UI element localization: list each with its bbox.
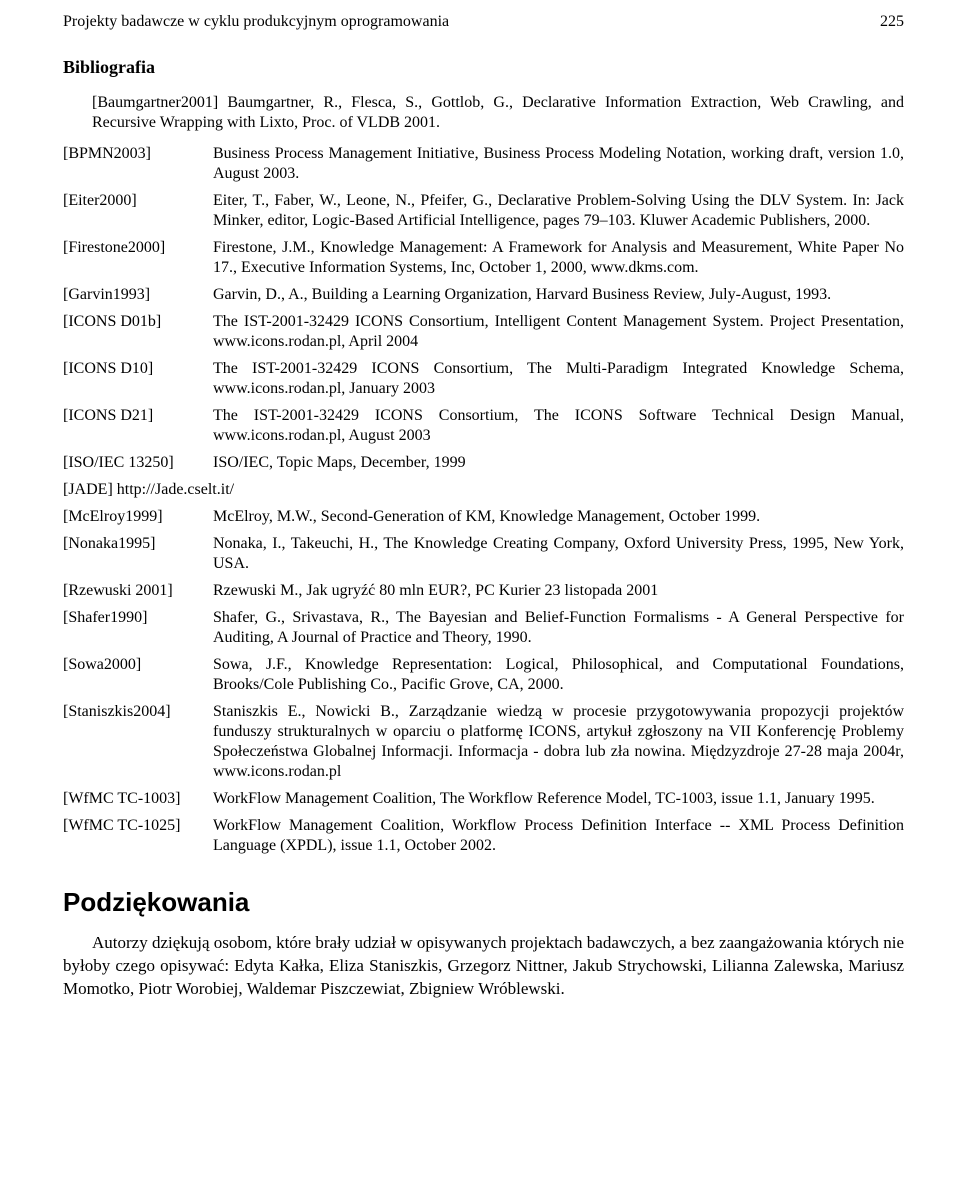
bib-key: [ISO/IEC 13250] (63, 450, 213, 477)
bib-first-ref: [Baumgartner2001] Baumgartner, R., Flesc… (92, 93, 904, 133)
bib-row: [WfMC TC-1025] WorkFlow Management Coali… (63, 813, 904, 860)
bibliography-table: [BPMN2003] Business Process Management I… (63, 141, 904, 860)
bib-text: ISO/IEC, Topic Maps, December, 1999 (213, 450, 904, 477)
bib-text: Sowa, J.F., Knowledge Representation: Lo… (213, 652, 904, 699)
bib-row: [ICONS D21] The IST-2001-32429 ICONS Con… (63, 403, 904, 450)
bib-text: WorkFlow Management Coalition, Workflow … (213, 813, 904, 860)
bib-key: [Firestone2000] (63, 235, 213, 282)
bib-key: [ICONS D21] (63, 403, 213, 450)
bib-text: Eiter, T., Faber, W., Leone, N., Pfeifer… (213, 188, 904, 235)
bib-text: WorkFlow Management Coalition, The Workf… (213, 786, 904, 813)
bib-row: [Eiter2000] Eiter, T., Faber, W., Leone,… (63, 188, 904, 235)
running-head-title: Projekty badawcze w cyklu produkcyjnym o… (63, 12, 449, 32)
bib-row: [McElroy1999] McElroy, M.W., Second-Gene… (63, 504, 904, 531)
bib-text: Firestone, J.M., Knowledge Management: A… (213, 235, 904, 282)
bib-text: The IST-2001-32429 ICONS Consortium, The… (213, 356, 904, 403)
bib-text: The IST-2001-32429 ICONS Consortium, Int… (213, 309, 904, 356)
bib-row: [ICONS D01b] The IST-2001-32429 ICONS Co… (63, 309, 904, 356)
bib-row: [Nonaka1995] Nonaka, I., Takeuchi, H., T… (63, 531, 904, 578)
bib-text: McElroy, M.W., Second-Generation of KM, … (213, 504, 904, 531)
bib-row: [JADE] http://Jade.cselt.it/ (63, 477, 904, 504)
ack-body: Autorzy dziękują osobom, które brały udz… (63, 932, 904, 1001)
bib-key: [Nonaka1995] (63, 531, 213, 578)
bib-key: [ICONS D10] (63, 356, 213, 403)
bib-text: Shafer, G., Srivastava, R., The Bayesian… (213, 605, 904, 652)
bib-row: [BPMN2003] Business Process Management I… (63, 141, 904, 188)
bib-text: Staniszkis E., Nowicki B., Zarządzanie w… (213, 699, 904, 786)
bib-text: Business Process Management Initiative, … (213, 141, 904, 188)
bib-row: [Sowa2000] Sowa, J.F., Knowledge Represe… (63, 652, 904, 699)
page: Projekty badawcze w cyklu produkcyjnym o… (0, 0, 960, 1194)
bib-text: The IST-2001-32429 ICONS Consortium, The… (213, 403, 904, 450)
running-head: Projekty badawcze w cyklu produkcyjnym o… (63, 12, 904, 32)
bib-key: [WfMC TC-1025] (63, 813, 213, 860)
bib-key: [BPMN2003] (63, 141, 213, 188)
bib-text: Garvin, D., A., Building a Learning Orga… (213, 282, 904, 309)
bib-row: [ISO/IEC 13250] ISO/IEC, Topic Maps, Dec… (63, 450, 904, 477)
bib-text: Rzewuski M., Jak ugryźć 80 mln EUR?, PC … (213, 578, 904, 605)
page-number: 225 (880, 12, 904, 32)
bib-key: [Eiter2000] (63, 188, 213, 235)
bib-key: [ICONS D01b] (63, 309, 213, 356)
bib-key: [Garvin1993] (63, 282, 213, 309)
bib-row: [Rzewuski 2001] Rzewuski M., Jak ugryźć … (63, 578, 904, 605)
bib-row: [Staniszkis2004] Staniszkis E., Nowicki … (63, 699, 904, 786)
bib-row: [Shafer1990] Shafer, G., Srivastava, R.,… (63, 605, 904, 652)
bib-key: [Rzewuski 2001] (63, 578, 213, 605)
bib-key: [Sowa2000] (63, 652, 213, 699)
bib-jade: [JADE] http://Jade.cselt.it/ (63, 477, 904, 504)
bibliography-title: Bibliografia (63, 56, 904, 79)
bib-key: [McElroy1999] (63, 504, 213, 531)
bib-key: [WfMC TC-1003] (63, 786, 213, 813)
bib-row: [ICONS D10] The IST-2001-32429 ICONS Con… (63, 356, 904, 403)
ack-title: Podziękowania (63, 886, 904, 919)
bib-row: [WfMC TC-1003] WorkFlow Management Coali… (63, 786, 904, 813)
bib-row: [Firestone2000] Firestone, J.M., Knowled… (63, 235, 904, 282)
bib-text: Nonaka, I., Takeuchi, H., The Knowledge … (213, 531, 904, 578)
bib-key: [Shafer1990] (63, 605, 213, 652)
bib-row: [Garvin1993] Garvin, D., A., Building a … (63, 282, 904, 309)
bib-key: [Staniszkis2004] (63, 699, 213, 786)
